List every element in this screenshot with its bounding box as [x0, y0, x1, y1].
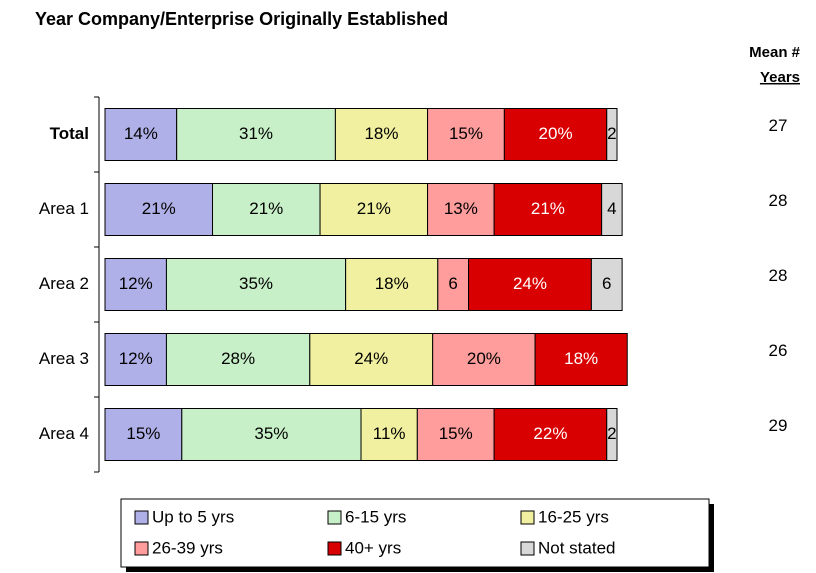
bar-label: 35%	[254, 424, 288, 443]
bar-label: 11%	[373, 424, 406, 443]
bar-label: 13%	[444, 199, 478, 218]
category-label: Area 2	[39, 274, 89, 293]
bar-label: 28%	[221, 349, 255, 368]
bar-label: 14%	[124, 124, 158, 143]
bar-label: 6	[602, 274, 611, 293]
bar-label: 15%	[449, 124, 483, 143]
legend-label: 6-15 yrs	[345, 507, 406, 526]
bar-segment	[493, 408, 608, 461]
legend-swatch	[134, 541, 149, 556]
bar-label: 21%	[142, 199, 176, 218]
bar-label: 20%	[467, 349, 501, 368]
legend-swatch	[327, 510, 342, 525]
bar-segment	[606, 408, 618, 461]
bar-segment	[437, 258, 470, 311]
bar-segment	[176, 108, 336, 161]
category-label: Area 3	[39, 349, 89, 368]
bar-segment	[360, 408, 418, 461]
legend-label: 40+ yrs	[345, 538, 401, 557]
bar-segment	[104, 183, 214, 236]
category-label: Area 4	[39, 424, 89, 443]
bar-label: 35%	[239, 274, 273, 293]
bar-label: 21%	[531, 199, 565, 218]
bar-segment	[319, 183, 429, 236]
bar-segment	[493, 183, 603, 236]
bar-label: 4	[607, 199, 616, 218]
bar-label: 18%	[364, 124, 398, 143]
bar-segment	[104, 258, 167, 311]
bar-label: 22%	[533, 424, 567, 443]
bar-segment	[601, 183, 623, 236]
bar-segment	[590, 258, 623, 311]
bar-label: 2	[607, 424, 616, 443]
bar-segment	[432, 333, 536, 386]
bar-label: 31%	[239, 124, 273, 143]
bar-segment	[165, 333, 311, 386]
bar-segment	[606, 108, 618, 161]
mean-header: Mean #	[749, 44, 801, 61]
legend-label: 16-25 yrs	[538, 507, 609, 526]
bar-label: 18%	[375, 274, 409, 293]
mean-value: 27	[769, 116, 788, 135]
mean-value: 28	[769, 191, 788, 210]
bar-segment	[181, 408, 362, 461]
bar-label: 24%	[513, 274, 547, 293]
mean-value: 29	[769, 416, 788, 435]
legend-label: Not stated	[538, 538, 616, 557]
legend-label: 26-39 yrs	[152, 538, 223, 557]
legend-swatch	[134, 510, 149, 525]
bar-label: 18%	[564, 349, 598, 368]
bar-segment	[212, 183, 321, 236]
bar-segment	[534, 333, 628, 386]
bar-label: 24%	[354, 349, 388, 368]
category-label: Total	[50, 124, 89, 143]
bar-segment	[503, 108, 608, 161]
legend-swatch	[520, 510, 535, 525]
bar-segment	[334, 108, 429, 161]
bar-label: 6	[448, 274, 457, 293]
bar-label: 12%	[119, 349, 153, 368]
bar-segment	[427, 108, 505, 161]
legend-swatch	[520, 541, 535, 556]
bar-label: 12%	[119, 274, 153, 293]
bar-label: 21%	[357, 199, 391, 218]
legend-swatch	[327, 541, 342, 556]
category-label: Area 1	[39, 199, 89, 218]
bar-label: 15%	[439, 424, 473, 443]
chart-title: Year Company/Enterprise Originally Estab…	[35, 9, 448, 29]
bar-segment	[104, 108, 178, 161]
bar-label: 15%	[126, 424, 160, 443]
bar-segment	[427, 183, 495, 236]
bar-segment	[468, 258, 592, 311]
mean-header: Years	[760, 69, 800, 86]
legend-label: Up to 5 yrs	[152, 507, 234, 526]
bar-label: 20%	[539, 124, 573, 143]
bar-label: 2	[607, 124, 616, 143]
bar-segment	[416, 408, 495, 461]
bar-label: 21%	[249, 199, 283, 218]
mean-value: 26	[769, 341, 788, 360]
legend	[120, 498, 710, 568]
mean-value: 28	[769, 266, 788, 285]
